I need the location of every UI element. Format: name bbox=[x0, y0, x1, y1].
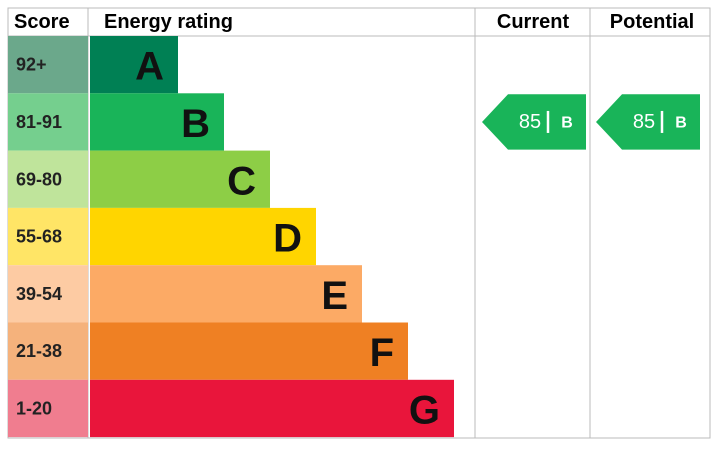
score-range: 81-91 bbox=[16, 112, 62, 132]
rating-letter: E bbox=[321, 274, 348, 318]
rating-bar bbox=[90, 150, 270, 208]
rating-bar bbox=[90, 207, 316, 266]
score-cell bbox=[8, 150, 88, 208]
rating-letter: D bbox=[273, 217, 302, 261]
rating-bar bbox=[90, 379, 454, 438]
current-band: B bbox=[561, 114, 573, 131]
current-score: 85 bbox=[519, 111, 541, 133]
potential-band: B bbox=[675, 114, 687, 131]
rating-bar bbox=[90, 265, 362, 323]
score-range: 21-38 bbox=[16, 341, 62, 361]
score-cell bbox=[8, 265, 88, 323]
rating-bar bbox=[90, 93, 224, 151]
rating-letter: G bbox=[409, 388, 440, 432]
header-rating: Energy rating bbox=[104, 11, 233, 33]
header-score: Score bbox=[14, 11, 70, 33]
rating-letter: C bbox=[227, 159, 256, 203]
score-range: 39-54 bbox=[16, 284, 62, 304]
score-cell bbox=[8, 93, 88, 151]
potential-arrow bbox=[596, 94, 700, 150]
rating-letter: F bbox=[370, 331, 394, 375]
score-cell bbox=[8, 36, 88, 94]
header-current: Current bbox=[497, 11, 570, 33]
potential-score: 85 bbox=[633, 111, 655, 133]
score-range: 69-80 bbox=[16, 169, 62, 189]
current-arrow bbox=[482, 94, 586, 150]
score-cell bbox=[8, 379, 88, 438]
rating-letter: B bbox=[181, 102, 210, 146]
score-range: 92+ bbox=[16, 55, 47, 75]
score-range: 55-68 bbox=[16, 227, 62, 247]
score-cell bbox=[8, 207, 88, 266]
header-potential: Potential bbox=[610, 11, 694, 33]
rating-bar bbox=[90, 322, 408, 380]
rating-letter: A bbox=[135, 45, 164, 89]
rating-bar bbox=[90, 36, 178, 94]
score-cell bbox=[8, 322, 88, 380]
score-range: 1-20 bbox=[16, 398, 52, 418]
